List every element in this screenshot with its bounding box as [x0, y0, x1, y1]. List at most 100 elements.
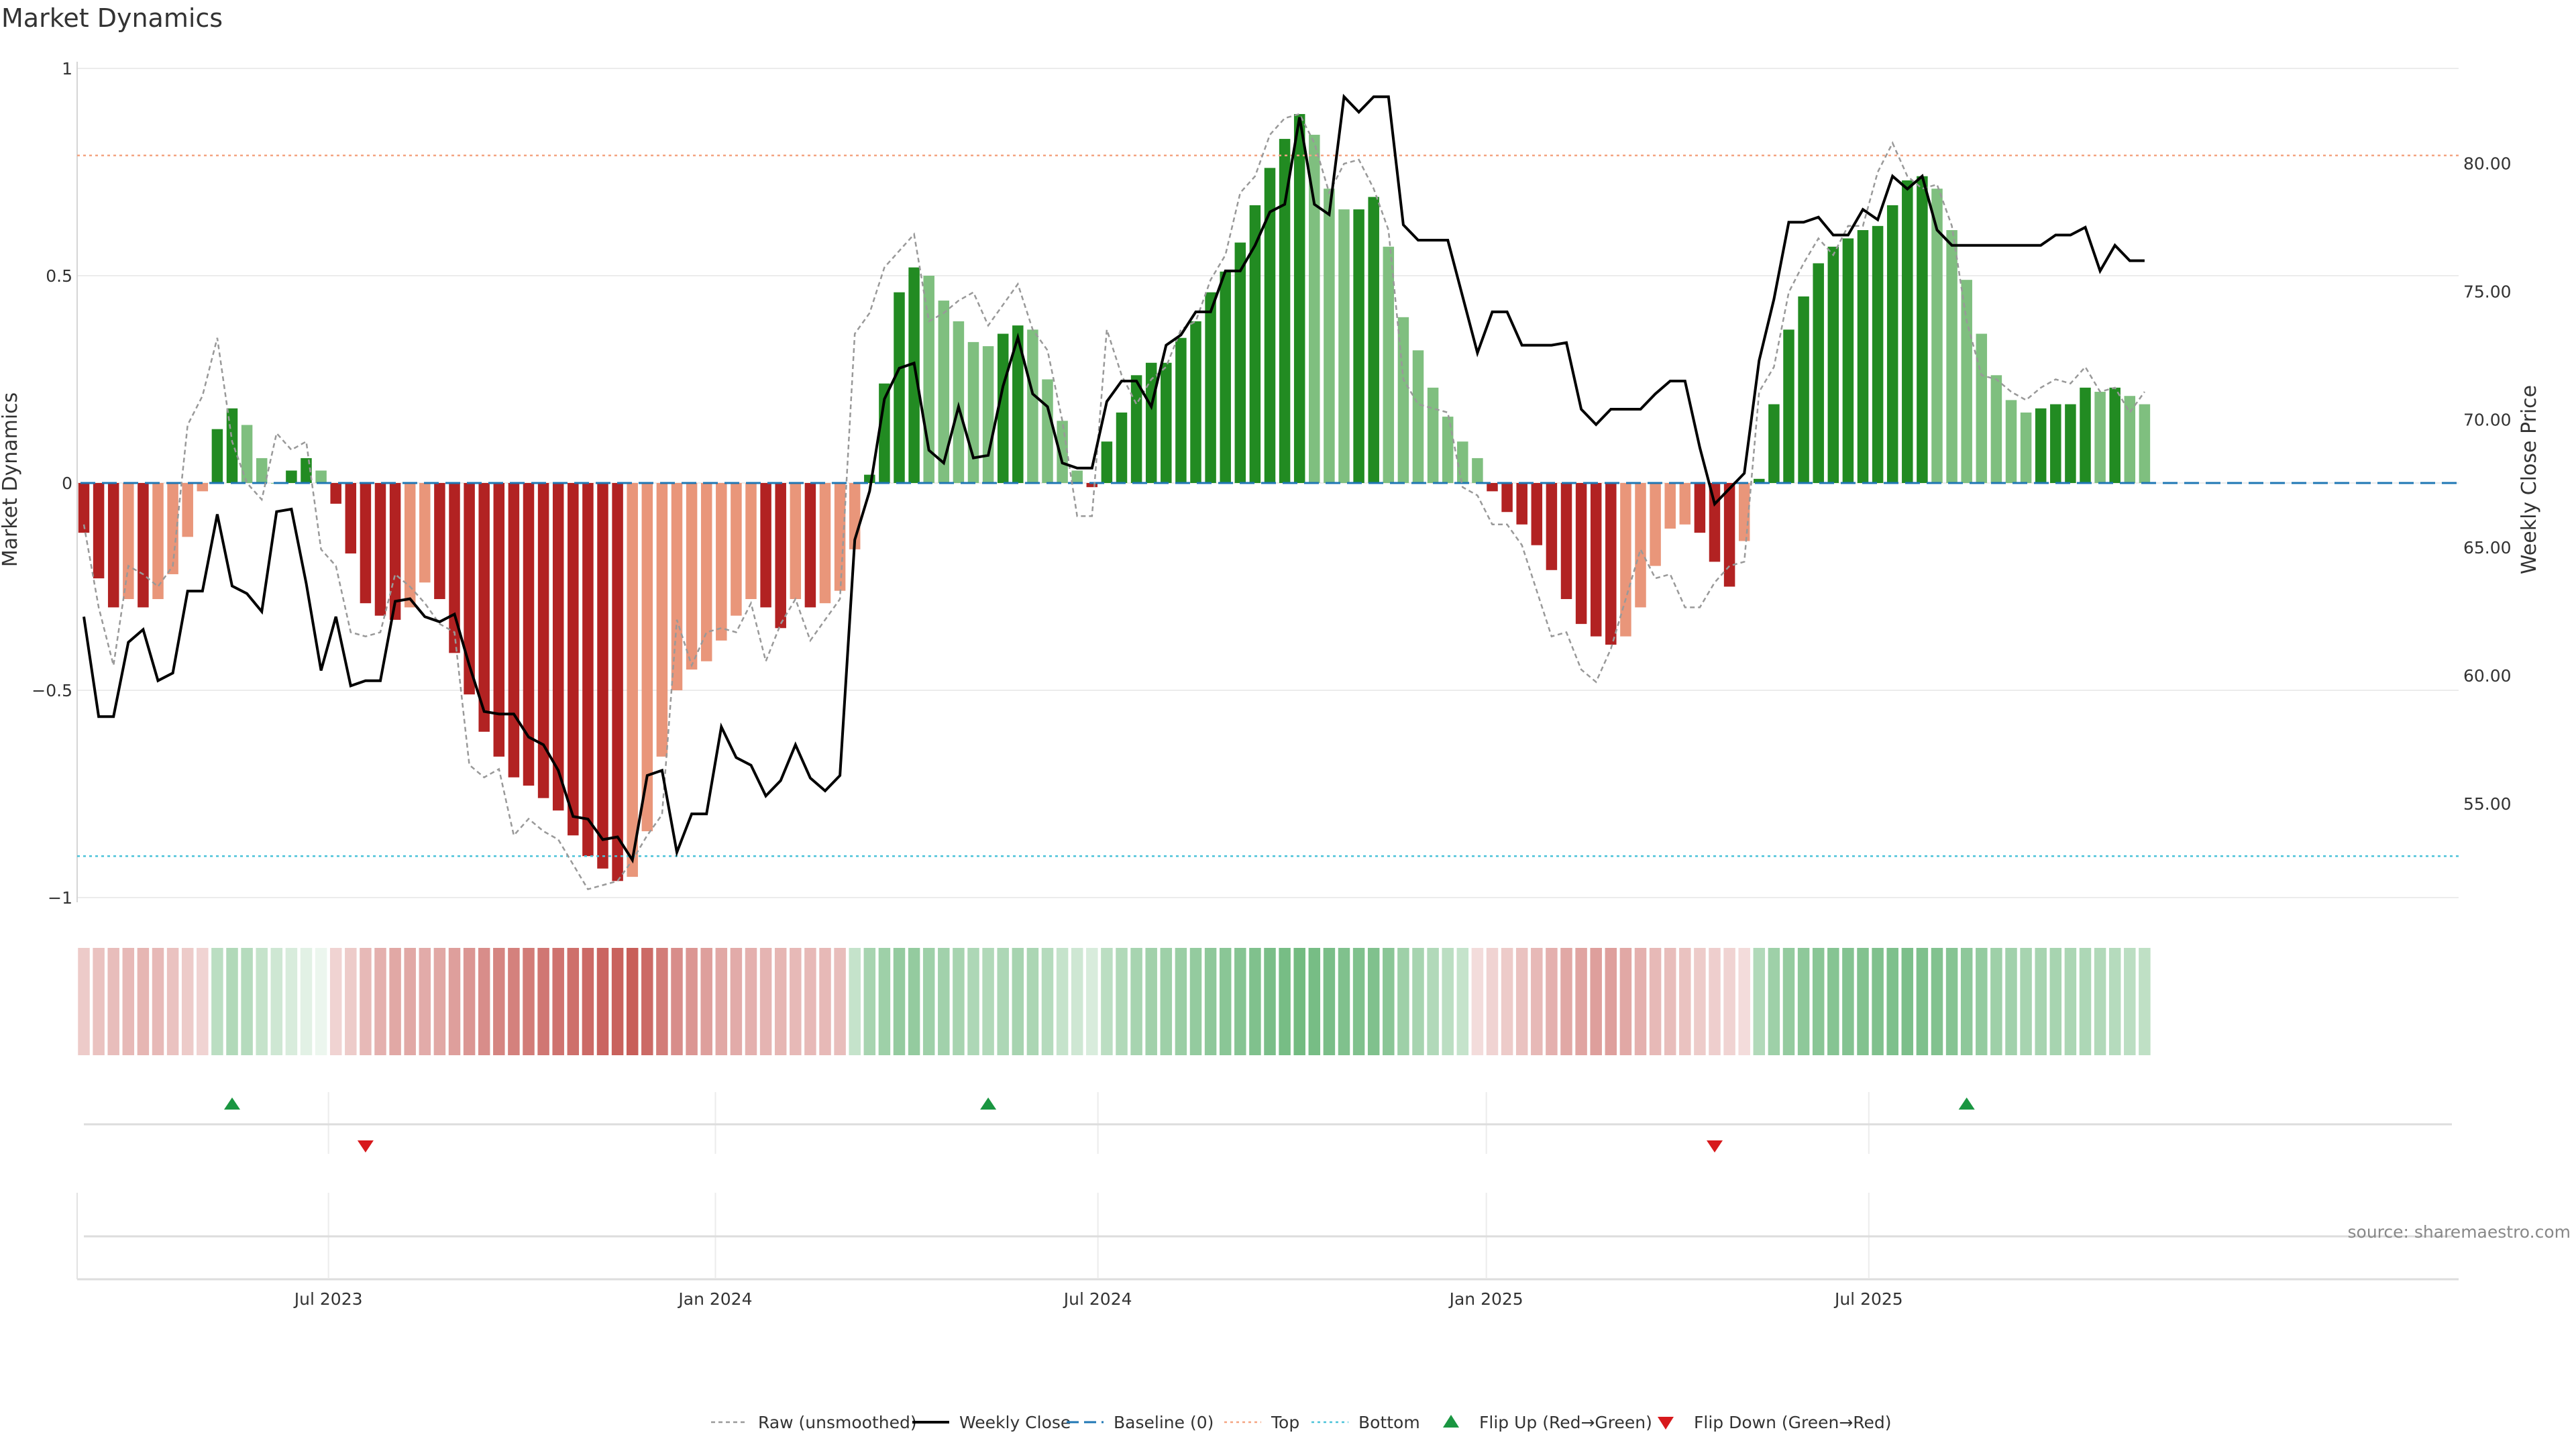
heat-strip-cell [1723, 948, 1735, 1055]
legend-label: Raw (unsmoothed) [758, 1413, 917, 1432]
flip-up-marker [980, 1097, 997, 1110]
heat-strip-cell [404, 948, 416, 1055]
heat-strip-cell [360, 948, 372, 1055]
dynamics-bar [1383, 246, 1395, 483]
heat-strip-cell [774, 948, 787, 1055]
heat-strip-cell [1768, 948, 1780, 1055]
heat-strip-cell [1931, 948, 1943, 1055]
x-axis-ticks: Jul 2023 Jan 2024 Jul 2024 Jan 2025 Jul 2025 [293, 1289, 1903, 1309]
legend-label: Bottom [1358, 1413, 1420, 1432]
dynamics-bar [656, 483, 668, 757]
dynamics-bar [1842, 238, 1854, 483]
heat-strip-cell [256, 948, 268, 1055]
heat-strip-cell [2005, 948, 2017, 1055]
dynamics-bar [612, 483, 623, 881]
heat-strip-cell [1664, 948, 1676, 1055]
right-tick-label: 80.00 [2463, 154, 2512, 174]
dynamics-bar [1205, 292, 1216, 483]
dynamics-bar [2005, 400, 2017, 483]
dynamics-bar [1293, 113, 1305, 484]
dynamics-bar [211, 429, 223, 483]
heat-strip-cell [567, 948, 580, 1055]
heat-strip-cell [1560, 948, 1572, 1055]
dynamics-bar [1902, 180, 1913, 483]
heat-strip-cell [1383, 948, 1395, 1055]
heat-strip-cell [730, 948, 743, 1055]
heat-strip-cell [1427, 948, 1439, 1055]
dynamics-bar [197, 483, 209, 492]
dynamics-bar [360, 483, 372, 604]
heat-strip-cell [345, 948, 357, 1055]
dynamics-bar [1961, 280, 1972, 483]
flip-up-marker [224, 1097, 240, 1110]
dynamics-bar [404, 483, 416, 608]
heat-strip-cell [226, 948, 238, 1055]
dynamics-bar [301, 458, 312, 483]
dynamics-bar [93, 483, 105, 579]
dynamics-bar [1161, 362, 1172, 483]
heat-strip-cell [152, 948, 164, 1055]
dynamics-bar [419, 483, 431, 583]
heat-strip-cell [1160, 948, 1173, 1055]
dynamics-bar [2065, 404, 2076, 483]
heat-strip-cell [1101, 948, 1113, 1055]
heat-strip-cell [389, 948, 401, 1055]
heat-strip-cell [1367, 948, 1380, 1055]
left-tick-label: −0.5 [32, 681, 72, 700]
dynamics-bar [1397, 317, 1409, 483]
dynamics-bar [152, 483, 164, 600]
heat-strip-cell [1041, 948, 1054, 1055]
dynamics-bar [1723, 483, 1735, 587]
dynamics-bar [1664, 483, 1676, 529]
dynamics-bar [1042, 379, 1053, 483]
dynamics-bar [819, 483, 831, 604]
heat-strip-cell [1916, 948, 1929, 1055]
heat-strip-cell [1531, 948, 1543, 1055]
heat-strip-cell [107, 948, 119, 1055]
dynamics-bar [1738, 483, 1750, 541]
heat-strip-cell [285, 948, 298, 1055]
heat-strip-cell [1219, 948, 1232, 1055]
dynamics-bar [493, 483, 505, 757]
dynamics-bar [745, 483, 757, 600]
dynamics-bar [330, 483, 341, 504]
x-tick-label: Jan 2025 [1448, 1289, 1523, 1309]
dynamics-bar [1130, 375, 1142, 483]
heat-strip-cell [463, 948, 476, 1055]
chart-legend: Raw (unsmoothed) Weekly Close Baseline (0)… [711, 1413, 1892, 1432]
heat-strip-cell [849, 948, 861, 1055]
dynamics-bar [1768, 404, 1780, 483]
heat-strip-cell [1515, 948, 1528, 1055]
heat-strip-cell [211, 948, 223, 1055]
heat-strip-cell [433, 948, 446, 1055]
heat-strip-cell [700, 948, 712, 1055]
source-note: source: sharemaestro.com [2348, 1222, 2571, 1242]
heat-strip-cell [1012, 948, 1024, 1055]
dynamics-bar [760, 483, 771, 608]
dynamics-bar [731, 483, 742, 616]
heat-strip-cell [656, 948, 668, 1055]
dynamics-bar [568, 483, 579, 836]
dynamics-bars [78, 113, 2151, 881]
dynamics-bar [1472, 458, 1483, 483]
heat-strip-cell [715, 948, 728, 1055]
heat-strip-cell [197, 948, 209, 1055]
heat-strip-cell [626, 948, 639, 1055]
heat-strip-cell [1175, 948, 1187, 1055]
dynamics-bar [2139, 404, 2151, 483]
dynamics-bar [790, 483, 802, 600]
flip-down-marker [1707, 1140, 1723, 1152]
dynamics-bar [1694, 483, 1706, 533]
heat-strip-cell [982, 948, 994, 1055]
heat-strip-cell [686, 948, 698, 1055]
heat-strip-cell [1812, 948, 1825, 1055]
heat-strip-cell [300, 948, 313, 1055]
dynamics-bar [1027, 329, 1038, 483]
dynamics-bar [2109, 387, 2121, 483]
left-axis-label: Market Dynamics [0, 392, 22, 568]
heat-strip-cell [1338, 948, 1350, 1055]
flip-marker-panel [84, 1092, 2452, 1154]
dynamics-bar [345, 483, 357, 554]
heat-strip-cell [1471, 948, 1484, 1055]
